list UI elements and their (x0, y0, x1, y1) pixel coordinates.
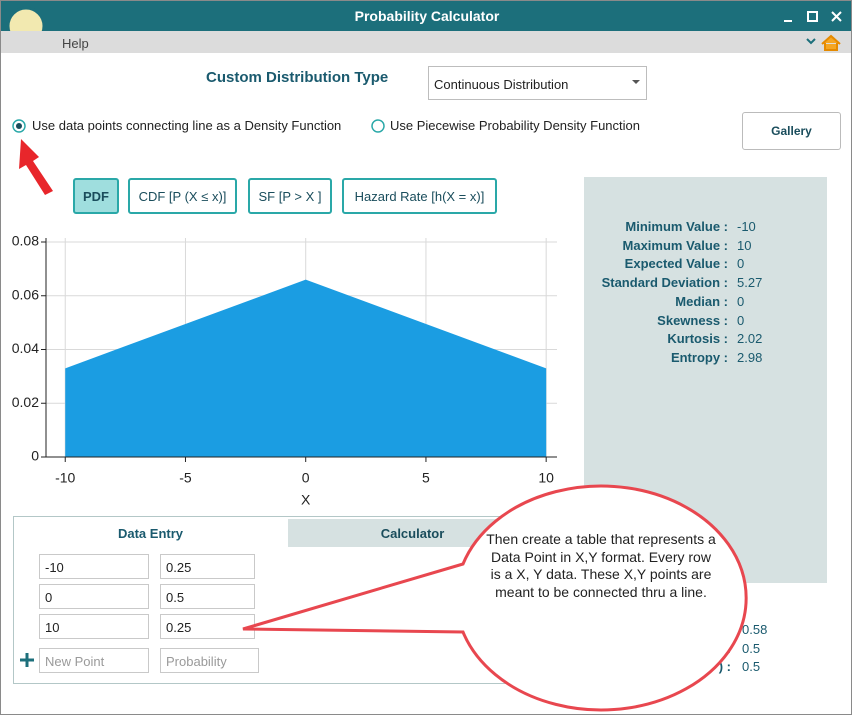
y-tick-label: 0 (31, 448, 39, 464)
gallery-button[interactable]: Gallery (742, 112, 841, 150)
x-input[interactable]: -10 (39, 554, 149, 579)
stat-label: Expected Value : (624, 256, 728, 272)
x-tick-label: 10 (538, 470, 554, 486)
stat-label: Standard Deviation : (601, 275, 728, 291)
dropdown-label: Custom Distribution Type (206, 69, 389, 86)
y-tick-label: 0.06 (12, 286, 39, 302)
stat-label: Minimum Value : (625, 219, 728, 234)
window-title: Probability Calculator (354, 8, 500, 24)
dropdown-value: Continuous Distribution (434, 77, 569, 92)
x-axis-label: X (301, 492, 311, 508)
dropdown[interactable] (428, 66, 647, 100)
radio[interactable] (371, 119, 385, 133)
add-icon[interactable] (19, 652, 35, 668)
menu-item[interactable]: Help (62, 36, 89, 51)
result-value: 0.5 (742, 640, 761, 656)
stat-value: 2.98 (737, 349, 763, 365)
x-tick-label: -10 (55, 470, 75, 486)
function-tab[interactable]: SF [P > X ] (248, 178, 332, 214)
stat-value: -10 (737, 219, 756, 234)
y-tick-label: 0.04 (12, 340, 39, 356)
stat-value: 10 (737, 237, 752, 253)
radio-label[interactable]: Use Piecewise Probability Density Functi… (390, 118, 640, 133)
stat-label: Skewness : (657, 312, 728, 328)
tab-label[interactable]: Data Entry (117, 526, 184, 541)
menu-bar (1, 31, 851, 53)
stat-value: 2.02 (737, 331, 763, 347)
function-tab[interactable]: CDF [P (X ≤ x)] (128, 178, 237, 214)
window-controls[interactable] (781, 9, 845, 25)
y-tick-label: 0.08 (12, 233, 39, 249)
result-value: 0.58 (742, 622, 768, 637)
stat-label: Median : (675, 293, 728, 309)
callout-bubble (242, 484, 748, 712)
input-placeholder[interactable]: New Point (39, 648, 149, 673)
x-tick-label: 0 (302, 470, 310, 486)
x-input[interactable]: 0 (39, 584, 149, 609)
result-value: 0.5 (742, 659, 761, 674)
toolbar-icons[interactable] (805, 34, 845, 52)
x-input[interactable]: 10 (39, 614, 149, 639)
density-area (65, 279, 547, 457)
stat-label: Maximum Value : (622, 237, 728, 253)
stat-value: 0 (737, 293, 745, 309)
stat-value: 0 (737, 256, 745, 272)
red-arrow (19, 139, 53, 195)
dropdown-arrow (632, 80, 640, 84)
radio[interactable] (12, 119, 26, 133)
input-placeholder[interactable]: Probability (160, 648, 259, 673)
x-tick-label: -5 (179, 470, 192, 486)
tab-label[interactable]: Calculator (380, 526, 445, 541)
y-input[interactable]: 0.25 (160, 554, 255, 579)
function-tab[interactable]: Hazard Rate [h(X = x)] (342, 178, 497, 214)
stat-label: Kurtosis : (667, 331, 728, 347)
y-input[interactable]: 0.5 (160, 584, 255, 609)
title-bar (1, 1, 851, 31)
function-tab[interactable]: PDF (73, 178, 119, 214)
stat-value: 5.27 (737, 275, 763, 291)
y-tick-label: 0.02 (12, 394, 39, 410)
x-tick-label: 5 (422, 470, 430, 486)
radio-label[interactable]: Use data points connecting line as a Den… (32, 118, 342, 133)
stat-label: Entropy : (670, 349, 728, 365)
stat-value: 0 (737, 312, 745, 328)
callout-text: Then create a table that represents a Da… (486, 531, 716, 600)
